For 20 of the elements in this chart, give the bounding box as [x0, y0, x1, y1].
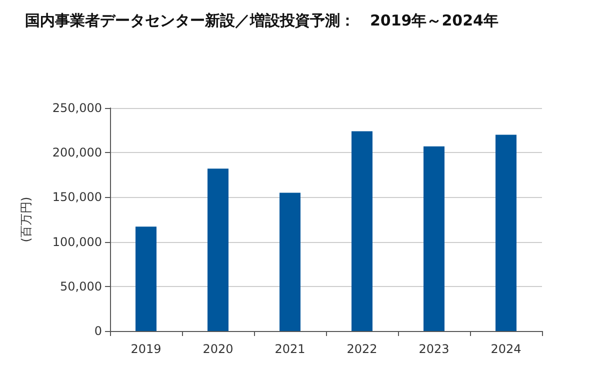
bar: [136, 226, 156, 331]
x-tick-label: 2021: [274, 342, 306, 356]
y-tick-label: 50,000: [60, 279, 102, 294]
y-tick-label: 200,000: [52, 146, 102, 160]
x-tick-label: 2020: [202, 342, 234, 356]
y-tick-label: 250,000: [52, 101, 102, 115]
chart-title: 国内事業者データセンター新設／増設投資予測： 2019年～2024年: [25, 12, 498, 30]
bar: [352, 131, 372, 331]
y-tick-label: 150,000: [52, 190, 102, 204]
bar: [424, 146, 444, 331]
x-tick-label: 2019: [130, 342, 162, 356]
bar: [496, 134, 516, 331]
y-tick-label: 0: [94, 324, 102, 338]
x-tick-label: 2022: [346, 342, 378, 356]
y-tick-label: 100,000: [52, 234, 102, 249]
x-tick-label: 2023: [418, 342, 450, 356]
bar: [208, 168, 228, 331]
y-axis-title: (百万円): [19, 196, 33, 242]
x-tick-label: 2024: [490, 342, 522, 356]
bar: [280, 192, 300, 331]
